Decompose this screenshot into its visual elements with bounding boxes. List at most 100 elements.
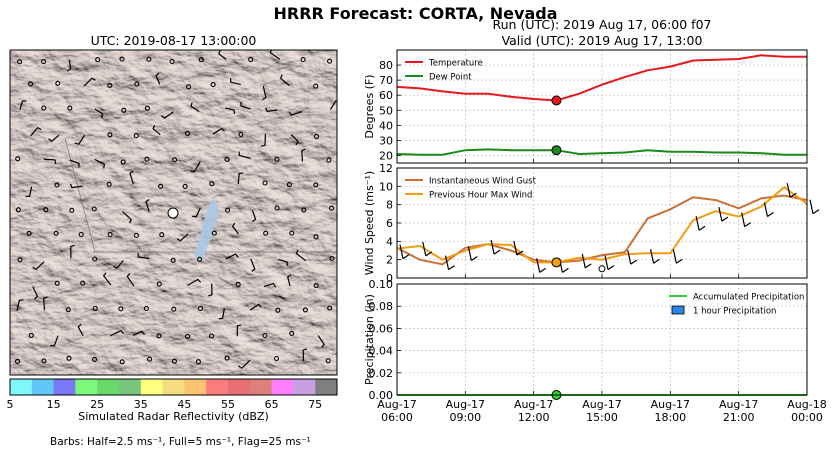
calm-station-marker (41, 358, 47, 364)
y-axis-label: Degrees (F) (363, 74, 376, 138)
wind-barb (302, 348, 308, 362)
calm-station-marker (313, 83, 319, 89)
wind-barb (260, 133, 266, 147)
wind-barb (66, 59, 72, 72)
wind-barb (695, 216, 706, 231)
wind-barb (218, 50, 227, 60)
calm-station-marker (65, 307, 71, 313)
calm-station-marker (274, 156, 280, 162)
y-tick-label: 6 (386, 217, 393, 230)
wind-barb (30, 126, 42, 136)
wind-barb (290, 133, 299, 146)
calm-station-marker (195, 359, 201, 365)
calm-station-marker (263, 230, 269, 236)
wind-barb (249, 303, 262, 311)
wind-barb (122, 211, 133, 224)
legend-label: 1 hour Precipitation (693, 307, 776, 317)
calm-station-marker (69, 207, 75, 213)
calm-station-marker (159, 232, 165, 238)
calm-station-marker (235, 281, 241, 287)
colorbar-tick-label: 75 (308, 398, 322, 411)
calm-station-marker (209, 333, 215, 339)
y-tick-label: 0.06 (369, 322, 394, 335)
wind-barb (102, 272, 112, 286)
calm-station-marker (313, 133, 320, 139)
wind-barb (279, 74, 290, 87)
y-tick-label: 40 (379, 119, 393, 132)
wind-barb (627, 250, 638, 265)
calm-station-marker (17, 257, 23, 263)
calm-station-marker (327, 58, 333, 64)
location-marker (167, 207, 179, 219)
calm-station-marker (121, 107, 127, 113)
y-tick-label: 0.04 (369, 345, 394, 358)
colorbar-swatch (249, 379, 272, 395)
wind-barb (329, 100, 337, 110)
y-tick-label: 0 (386, 272, 393, 285)
calm-station-marker (274, 205, 280, 211)
calm-station-marker (197, 256, 203, 262)
calm-station-marker (107, 232, 113, 238)
calm-station-marker (41, 59, 47, 65)
calm-station-marker (224, 355, 230, 361)
colorbar-swatch (119, 379, 142, 395)
x-tick-date: Aug-17 (446, 398, 485, 411)
barbs-note: Barbs: Half=2.5 ms⁻¹, Full=5 ms⁻¹, Flag=… (50, 436, 311, 448)
x-tick-date: Aug-17 (651, 398, 690, 411)
calm-station-marker (248, 57, 254, 63)
colorbar-swatch (315, 379, 338, 395)
calm-station-marker (134, 81, 140, 87)
calm-station-marker (107, 82, 113, 88)
current-time-marker (551, 95, 562, 106)
colorbar-tick-label: 45 (177, 398, 191, 411)
calm-station-marker (301, 207, 307, 213)
wind-barb (225, 107, 235, 115)
wind-barb (77, 323, 84, 337)
legend-label: Accumulated Precipitation (693, 293, 804, 303)
wind-barb (155, 72, 161, 85)
calm-station-marker (120, 159, 126, 165)
wind-barb (581, 253, 592, 269)
x-tick-time: 12:00 (518, 411, 550, 424)
calm-station-marker (15, 156, 21, 162)
calm-station-marker (92, 305, 98, 311)
calm-station-marker (186, 84, 192, 90)
wind-barb (190, 102, 200, 113)
wind-barb (786, 183, 797, 198)
wind-barb (317, 335, 325, 348)
wind-barb (238, 359, 251, 369)
calm-station-marker (238, 131, 244, 137)
series-line-1 (396, 148, 807, 156)
y-tick-label: 0.08 (369, 300, 394, 313)
calm-station-marker (66, 355, 72, 361)
wind-barb (218, 308, 225, 320)
calm-station-marker (209, 181, 215, 187)
colorbar-swatch (53, 379, 76, 395)
wind-barb (83, 77, 96, 87)
y-tick-label: 4 (386, 235, 393, 248)
wind-barb (536, 258, 546, 273)
y-tick-label: 80 (379, 59, 393, 72)
calm-station-marker (43, 207, 49, 213)
wind-barb (444, 255, 455, 271)
colorbar-swatch (162, 379, 185, 395)
calm-station-marker (78, 231, 84, 238)
wind-barb (112, 260, 124, 269)
y-tick-label: 30 (379, 134, 393, 147)
y-tick-label: 2 (386, 254, 393, 267)
calm-station-marker (133, 133, 139, 139)
legend-label: Previous Hour Max Wind (429, 191, 532, 201)
wind-barb (763, 202, 774, 217)
calm-station-marker (80, 280, 86, 286)
wind-barb (25, 186, 33, 198)
calm-station-marker (169, 58, 175, 65)
wind-barb (70, 244, 75, 259)
wind-barb (48, 134, 60, 142)
x-tick-date: Aug-17 (377, 398, 416, 411)
y-axis-label: Wind Speed (ms⁻¹) (363, 171, 376, 275)
y-tick-label: 70 (379, 74, 393, 87)
calm-station-marker (325, 358, 331, 364)
colorbar-swatch (184, 379, 207, 395)
wind-barb (231, 222, 239, 235)
